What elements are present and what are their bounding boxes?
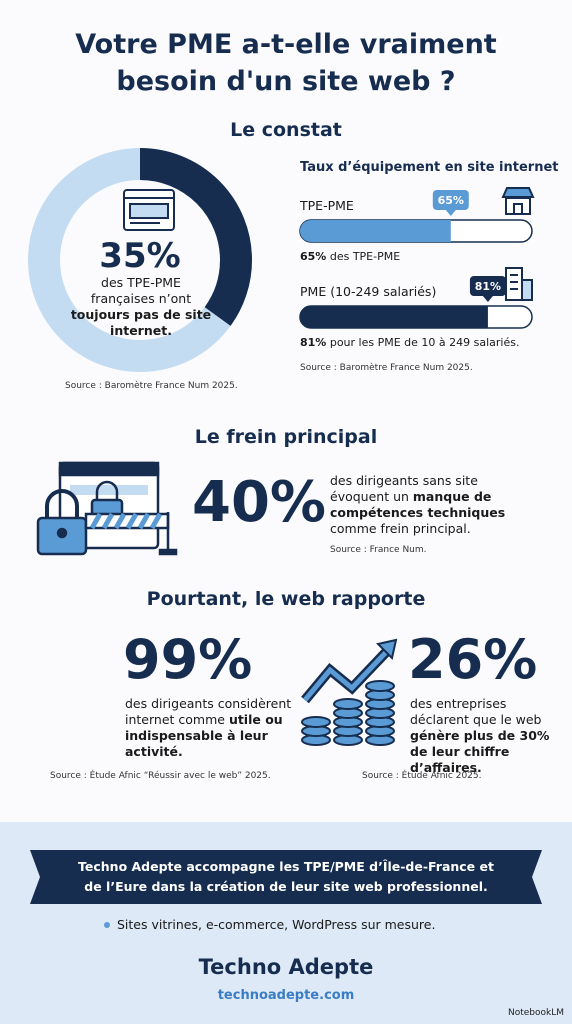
icon-shape bbox=[129, 203, 169, 219]
icon-shape bbox=[45, 489, 79, 520]
stat-text: des entreprises déclarent que le web gén… bbox=[410, 696, 550, 776]
big-number: 99% bbox=[123, 628, 253, 691]
icon-shape bbox=[301, 680, 395, 746]
donut bbox=[28, 148, 252, 372]
big-number: 40% bbox=[192, 470, 327, 535]
growth-illustration bbox=[301, 638, 398, 746]
source: Source : France Num. bbox=[330, 545, 427, 555]
badge bbox=[469, 276, 506, 296]
text: comme frein principal. bbox=[330, 521, 471, 536]
text: des TPE-PME françaises n’ont bbox=[90, 275, 192, 306]
text-bold: manque de compétences techniques bbox=[330, 489, 506, 520]
bars: 65% 81% bbox=[299, 190, 533, 329]
icon-shape bbox=[95, 480, 119, 500]
lock-illustration bbox=[36, 461, 178, 556]
source: Source : Étude Afnic “Réussir avec le we… bbox=[50, 771, 271, 781]
source: Source : Étude Afnic 2025. bbox=[362, 771, 482, 781]
text-bold: génère plus de 30% de leur chiffre d’aff… bbox=[410, 728, 550, 775]
bar-caption: 65% des TPE-PME bbox=[300, 250, 400, 263]
badge-pointer bbox=[482, 296, 493, 302]
text-bold: utile ou indispensable à leur activité. bbox=[125, 712, 283, 759]
banner-text: de l’Eure dans la création de leur site … bbox=[84, 879, 488, 894]
icon-shape bbox=[301, 716, 331, 728]
icon-shape bbox=[158, 548, 178, 556]
url[interactable]: technoadepte.com bbox=[217, 988, 355, 1003]
icon-shape bbox=[505, 197, 531, 215]
caption: pour les PME de 10 à 249 salariés. bbox=[326, 336, 520, 349]
badge bbox=[432, 190, 469, 210]
section-heading: Pourtant, le web rapporte bbox=[146, 588, 426, 610]
banner-text: Techno Adepte accompagne les TPE/PME d’Î… bbox=[78, 859, 494, 874]
text: des entreprises déclarent que le web bbox=[410, 696, 542, 727]
icon-shape bbox=[501, 187, 535, 198]
store-icon bbox=[501, 187, 535, 215]
icon-shape bbox=[56, 527, 68, 539]
bar-caption: 81% pour les PME de 10 à 249 salariés. bbox=[300, 336, 519, 349]
bullet-text: Sites vitrines, e-commerce, WordPress su… bbox=[117, 917, 436, 932]
icon-shape bbox=[58, 461, 160, 477]
title: Votre PME a-t-elle vraiment bbox=[75, 29, 497, 60]
bar-label: PME (10-249 salariés) bbox=[300, 284, 437, 299]
big-number: 26% bbox=[408, 628, 538, 691]
badge-pointer bbox=[445, 210, 456, 216]
icon-shape bbox=[513, 203, 523, 215]
bars-title: Taux d’équipement en site internet bbox=[300, 160, 559, 175]
section-heading: Le constat bbox=[230, 119, 342, 141]
bullet-dot bbox=[104, 922, 110, 928]
donut-arc bbox=[28, 148, 252, 372]
banner bbox=[30, 850, 542, 904]
donut-text: des TPE-PME françaises n’ont toujours pa… bbox=[68, 275, 214, 339]
donut-value: 35% bbox=[99, 236, 181, 276]
icon-shape bbox=[521, 279, 533, 301]
bar-label: TPE-PME bbox=[300, 198, 354, 213]
source: Source : Baromètre France Num 2025. bbox=[300, 363, 473, 373]
text: des dirigeants sans site évoquent un bbox=[330, 473, 478, 504]
icon-shape bbox=[376, 638, 398, 660]
section-heading: Le frein principal bbox=[194, 426, 378, 448]
icon-shape bbox=[365, 680, 395, 692]
text-bold: toujours pas de site internet. bbox=[70, 307, 212, 338]
bar bbox=[300, 220, 451, 242]
icon-shape bbox=[89, 512, 163, 530]
icon-shape bbox=[303, 646, 392, 702]
frein-text: des dirigeants sans site évoquent un man… bbox=[330, 473, 535, 537]
icon-shape bbox=[70, 485, 148, 495]
title: besoin d'un site web ? bbox=[116, 66, 456, 97]
icon-shape bbox=[333, 698, 363, 710]
browser-icon bbox=[123, 189, 175, 231]
building-icon bbox=[505, 267, 533, 301]
stat-text: des dirigeants considèrent internet comm… bbox=[125, 696, 295, 760]
badge-label: 65% bbox=[438, 194, 464, 207]
source: Source : Baromètre France Num 2025. bbox=[65, 381, 238, 391]
text: des dirigeants considèrent internet comm… bbox=[125, 696, 292, 727]
caption: des TPE-PME bbox=[326, 250, 401, 263]
bar bbox=[300, 306, 488, 328]
brand: Techno Adepte bbox=[198, 955, 374, 979]
badge-label: 81% bbox=[475, 280, 501, 293]
caption-bold: 65% bbox=[300, 250, 327, 263]
icon-shape bbox=[505, 267, 523, 301]
caption-bold: 81% bbox=[300, 336, 327, 349]
watermark: NotebookLM bbox=[507, 1008, 564, 1018]
